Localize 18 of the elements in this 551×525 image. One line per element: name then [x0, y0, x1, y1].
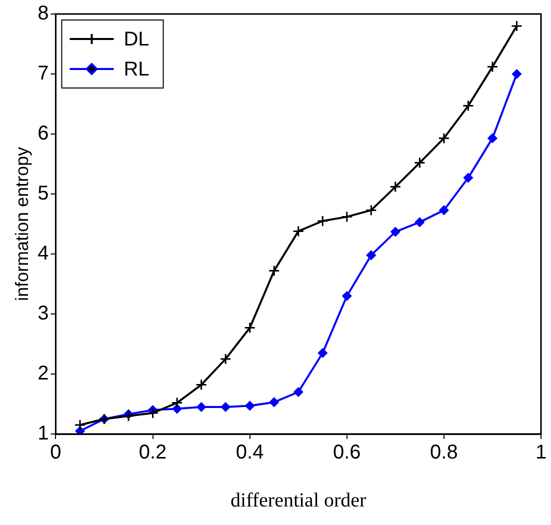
x-tick-label: 0.8: [430, 442, 458, 464]
y-tick-label: 2: [38, 362, 49, 385]
x-tick-label: 0: [50, 442, 62, 464]
x-tick-label: 0.2: [138, 442, 167, 464]
y-tick-label: 1: [38, 422, 49, 445]
legend-label: RL: [124, 58, 150, 81]
y-tick-label: 8: [38, 2, 49, 25]
x-tick-label: 1: [535, 442, 547, 464]
x-tick-label: 0.6: [332, 442, 361, 464]
y-tick-label: 7: [38, 62, 49, 85]
y-axis-title: information entropy: [12, 146, 32, 302]
y-tick-label: 5: [38, 182, 49, 205]
y-tick-label: 3: [38, 302, 49, 325]
y-tick-label: 6: [38, 122, 49, 145]
x-tick-label: 0.4: [236, 442, 264, 464]
y-tick-label: 4: [38, 242, 49, 265]
legend-label: DL: [124, 28, 150, 51]
x-axis-title: differential order: [230, 489, 367, 512]
